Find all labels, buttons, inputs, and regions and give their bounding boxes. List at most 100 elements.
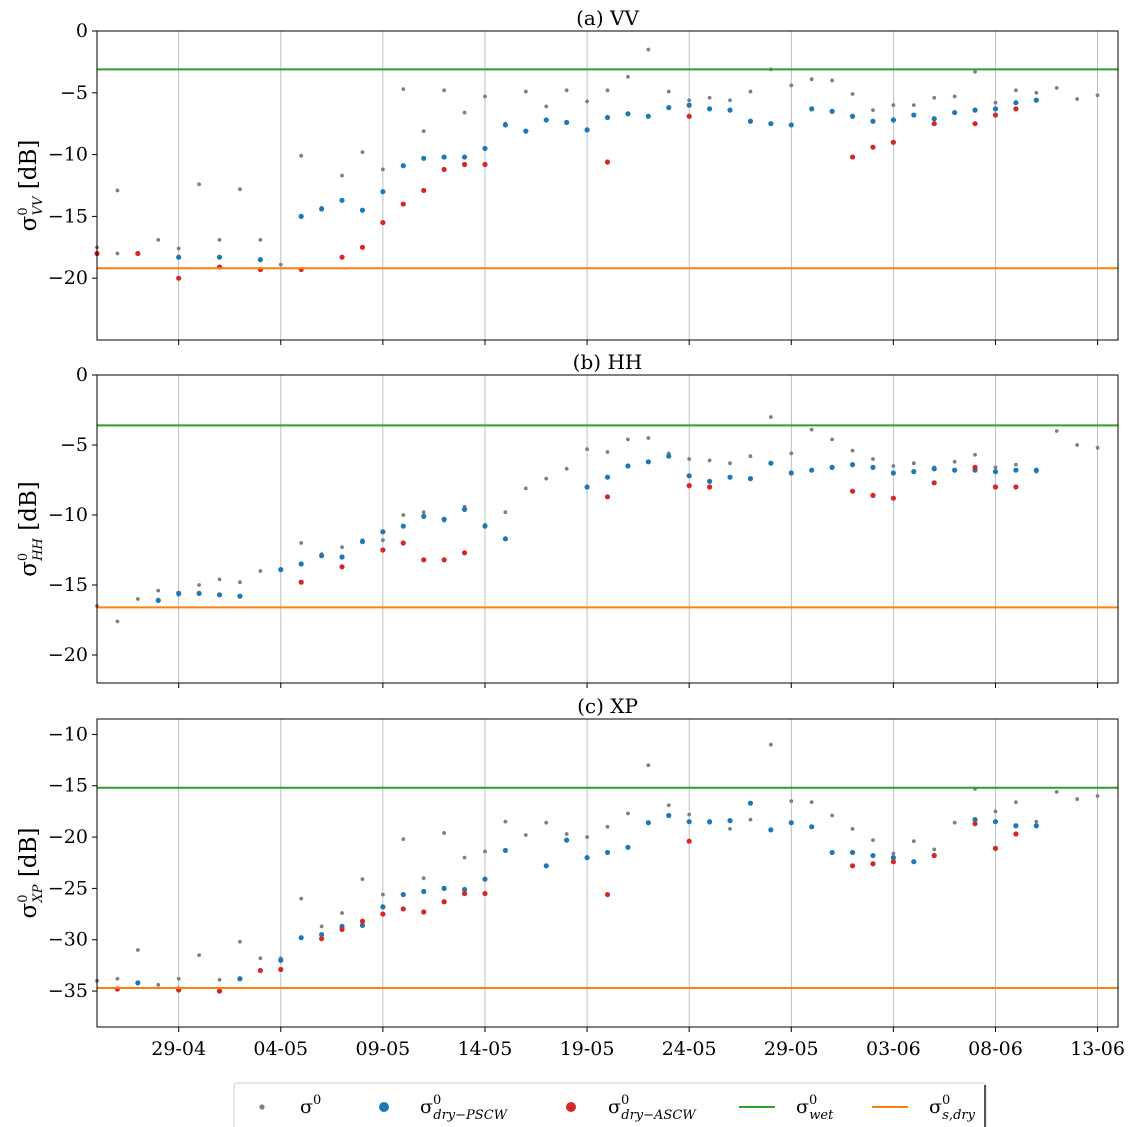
- data-point: [952, 109, 958, 116]
- data-point: [890, 855, 896, 861]
- data-point: [421, 909, 427, 915]
- data-point: [604, 849, 611, 856]
- data-point: [400, 523, 406, 529]
- legend-label: σ0 s,dry: [929, 1093, 976, 1123]
- data-point: [238, 939, 242, 944]
- data-point: [1014, 88, 1018, 93]
- data-point: [421, 513, 427, 520]
- legend-label: σ0: [300, 1093, 321, 1118]
- data-point: [156, 983, 161, 987]
- x-tick-label: 09-05: [355, 1038, 410, 1060]
- data-point: [809, 77, 814, 82]
- data-point: [829, 464, 835, 470]
- plot-frame: [96, 718, 1119, 1028]
- y-tick-label: −15: [48, 574, 88, 596]
- data-point: [462, 110, 467, 115]
- data-point: [339, 254, 345, 260]
- data-point: [400, 540, 406, 546]
- data-point: [1075, 97, 1080, 101]
- data-point: [626, 437, 630, 442]
- x-tick-label: 14-05: [458, 1038, 513, 1060]
- data-point: [952, 94, 957, 99]
- data-point: [584, 127, 590, 133]
- data-point: [1033, 97, 1039, 103]
- data-point: [707, 484, 713, 490]
- data-point: [462, 855, 467, 860]
- data-point: [748, 454, 753, 459]
- data-point: [768, 742, 773, 747]
- data-point: [890, 859, 896, 865]
- data-point: [1013, 467, 1019, 473]
- data-point: [666, 812, 672, 819]
- data-point: [197, 953, 202, 958]
- data-point: [789, 83, 794, 88]
- data-point: [380, 892, 385, 897]
- data-point: [871, 457, 875, 461]
- data-point: [482, 523, 488, 529]
- legend-label: σ0 wet: [796, 1093, 834, 1123]
- data-point: [728, 826, 732, 831]
- y-tick-label: −20: [48, 826, 88, 848]
- data-point: [564, 837, 570, 843]
- data-point: [584, 484, 590, 490]
- data-point: [1013, 100, 1019, 106]
- data-point: [461, 154, 468, 160]
- chart-panel-1: 0 −5 −10 −15 −20 (a) VV σ0VV [dB]: [16, 6, 1119, 345]
- data-point: [217, 577, 222, 582]
- data-point: [441, 154, 447, 160]
- data-point: [809, 800, 814, 805]
- data-point: [298, 561, 304, 567]
- data-point: [666, 105, 672, 111]
- data-point: [604, 891, 611, 898]
- data-point: [339, 564, 345, 570]
- series-sigma0: [95, 47, 1100, 267]
- data-point: [992, 845, 999, 851]
- data-point: [993, 809, 998, 814]
- data-point: [441, 516, 447, 522]
- data-point: [789, 799, 794, 804]
- data-point: [237, 593, 243, 599]
- data-point: [482, 145, 488, 152]
- data-point: [768, 827, 774, 833]
- data-point: [115, 976, 120, 981]
- data-point: [686, 113, 692, 119]
- data-point: [849, 462, 856, 468]
- data-point: [911, 469, 917, 475]
- data-point: [952, 820, 957, 825]
- legend-marker: [566, 1102, 576, 1112]
- data-point: [238, 187, 242, 192]
- data-point: [503, 819, 508, 824]
- data-point: [421, 888, 427, 895]
- data-point: [564, 88, 569, 93]
- data-point: [911, 112, 917, 118]
- data-point: [503, 510, 508, 515]
- data-point: [339, 926, 345, 933]
- data-point: [911, 859, 917, 865]
- data-point: [544, 104, 549, 109]
- data-point: [319, 206, 325, 212]
- data-point: [421, 187, 427, 194]
- data-point: [952, 467, 958, 473]
- data-point: [891, 851, 896, 856]
- data-point: [298, 935, 304, 941]
- data-point: [890, 495, 896, 501]
- y-tick-label: −20: [48, 267, 88, 289]
- data-point: [319, 553, 325, 559]
- y-tick-label: −10: [48, 723, 88, 745]
- data-point: [319, 936, 325, 942]
- data-point: [115, 188, 120, 193]
- data-point: [870, 861, 876, 867]
- data-point: [1095, 445, 1100, 450]
- x-tick-label: 03-06: [866, 1038, 921, 1060]
- data-point: [625, 844, 631, 850]
- series-dry_ascw: [114, 821, 1019, 994]
- data-point: [1054, 789, 1059, 794]
- data-point: [441, 899, 447, 905]
- data-point: [196, 590, 202, 597]
- data-point: [197, 182, 202, 187]
- data-point: [993, 100, 998, 105]
- data-point: [401, 87, 406, 91]
- data-point: [748, 89, 753, 94]
- data-point: [339, 197, 345, 203]
- data-point: [890, 117, 896, 123]
